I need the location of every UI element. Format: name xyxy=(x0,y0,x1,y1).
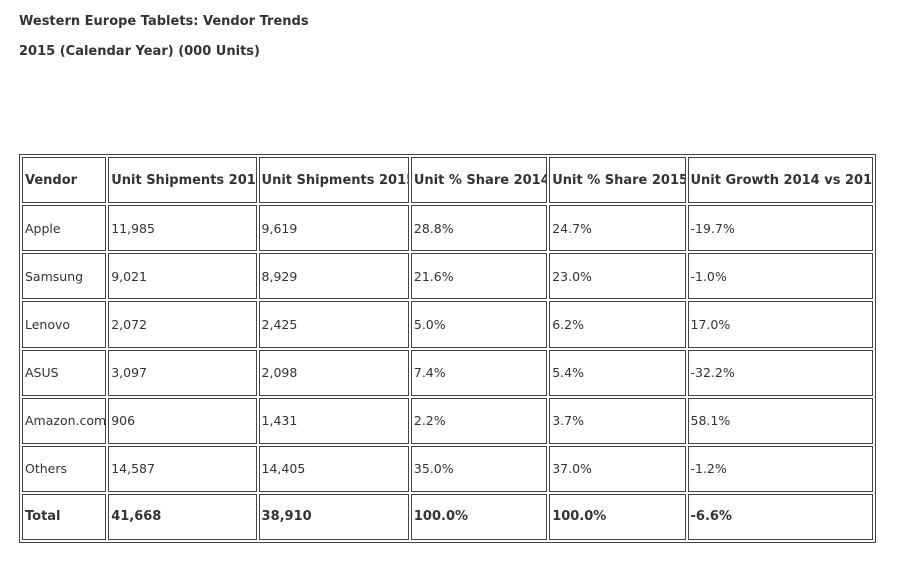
table-row: Apple 11,985 9,619 28.8% 24.7% -19.7% xyxy=(22,205,873,252)
cell-growth: 17.0% xyxy=(687,301,873,348)
header-unit-share-2015: Unit % Share 2015 xyxy=(549,157,686,204)
table-total-row: Total 41,668 38,910 100.0% 100.0% -6.6% xyxy=(22,493,873,540)
cell-shipments-2015: 2,425 xyxy=(258,301,409,348)
table-header-row: Vendor Unit Shipments 2014 Unit Shipment… xyxy=(22,157,873,204)
total-growth: -6.6% xyxy=(687,493,873,540)
cell-shipments-2014: 906 xyxy=(108,397,257,444)
cell-share-2015: 24.7% xyxy=(549,205,686,252)
table-row: Lenovo 2,072 2,425 5.0% 6.2% 17.0% xyxy=(22,301,873,348)
cell-growth: -1.2% xyxy=(687,445,873,492)
cell-vendor: Amazon.com xyxy=(22,397,107,444)
total-label: Total xyxy=(22,493,107,540)
cell-vendor: Lenovo xyxy=(22,301,107,348)
cell-shipments-2015: 14,405 xyxy=(258,445,409,492)
header-unit-growth: Unit Growth 2014 vs 2015 xyxy=(687,157,873,204)
cell-share-2015: 23.0% xyxy=(549,253,686,300)
cell-shipments-2014: 9,021 xyxy=(108,253,257,300)
cell-vendor: Apple xyxy=(22,205,107,252)
cell-growth: -32.2% xyxy=(687,349,873,396)
cell-shipments-2014: 3,097 xyxy=(108,349,257,396)
table-row: Samsung 9,021 8,929 21.6% 23.0% -1.0% xyxy=(22,253,873,300)
table-row: Amazon.com 906 1,431 2.2% 3.7% 58.1% xyxy=(22,397,873,444)
cell-vendor: Others xyxy=(22,445,107,492)
header-vendor: Vendor xyxy=(22,157,107,204)
page-title: Western Europe Tablets: Vendor Trends xyxy=(19,14,309,29)
cell-growth: -1.0% xyxy=(687,253,873,300)
cell-share-2015: 3.7% xyxy=(549,397,686,444)
cell-share-2015: 6.2% xyxy=(549,301,686,348)
cell-share-2015: 5.4% xyxy=(549,349,686,396)
total-share-2015: 100.0% xyxy=(549,493,686,540)
vendor-trends-table: Vendor Unit Shipments 2014 Unit Shipment… xyxy=(19,154,876,543)
cell-growth: 58.1% xyxy=(687,397,873,444)
cell-share-2014: 7.4% xyxy=(410,349,548,396)
cell-shipments-2015: 1,431 xyxy=(258,397,409,444)
total-share-2014: 100.0% xyxy=(410,493,548,540)
cell-share-2014: 5.0% xyxy=(410,301,548,348)
cell-share-2014: 21.6% xyxy=(410,253,548,300)
cell-vendor: ASUS xyxy=(22,349,107,396)
total-shipments-2015: 38,910 xyxy=(258,493,409,540)
table-row: Others 14,587 14,405 35.0% 37.0% -1.2% xyxy=(22,445,873,492)
header-unit-share-2014: Unit % Share 2014 xyxy=(410,157,548,204)
cell-share-2015: 37.0% xyxy=(549,445,686,492)
header-unit-shipments-2014: Unit Shipments 2014 xyxy=(108,157,257,204)
total-shipments-2014: 41,668 xyxy=(108,493,257,540)
cell-vendor: Samsung xyxy=(22,253,107,300)
header-unit-shipments-2015: Unit Shipments 2015 xyxy=(258,157,409,204)
cell-shipments-2015: 9,619 xyxy=(258,205,409,252)
cell-shipments-2014: 2,072 xyxy=(108,301,257,348)
cell-shipments-2015: 2,098 xyxy=(258,349,409,396)
cell-shipments-2014: 11,985 xyxy=(108,205,257,252)
cell-share-2014: 28.8% xyxy=(410,205,548,252)
cell-growth: -19.7% xyxy=(687,205,873,252)
cell-share-2014: 35.0% xyxy=(410,445,548,492)
table-row: ASUS 3,097 2,098 7.4% 5.4% -32.2% xyxy=(22,349,873,396)
cell-share-2014: 2.2% xyxy=(410,397,548,444)
cell-shipments-2014: 14,587 xyxy=(108,445,257,492)
cell-shipments-2015: 8,929 xyxy=(258,253,409,300)
page-subtitle: 2015 (Calendar Year) (000 Units) xyxy=(19,44,260,59)
